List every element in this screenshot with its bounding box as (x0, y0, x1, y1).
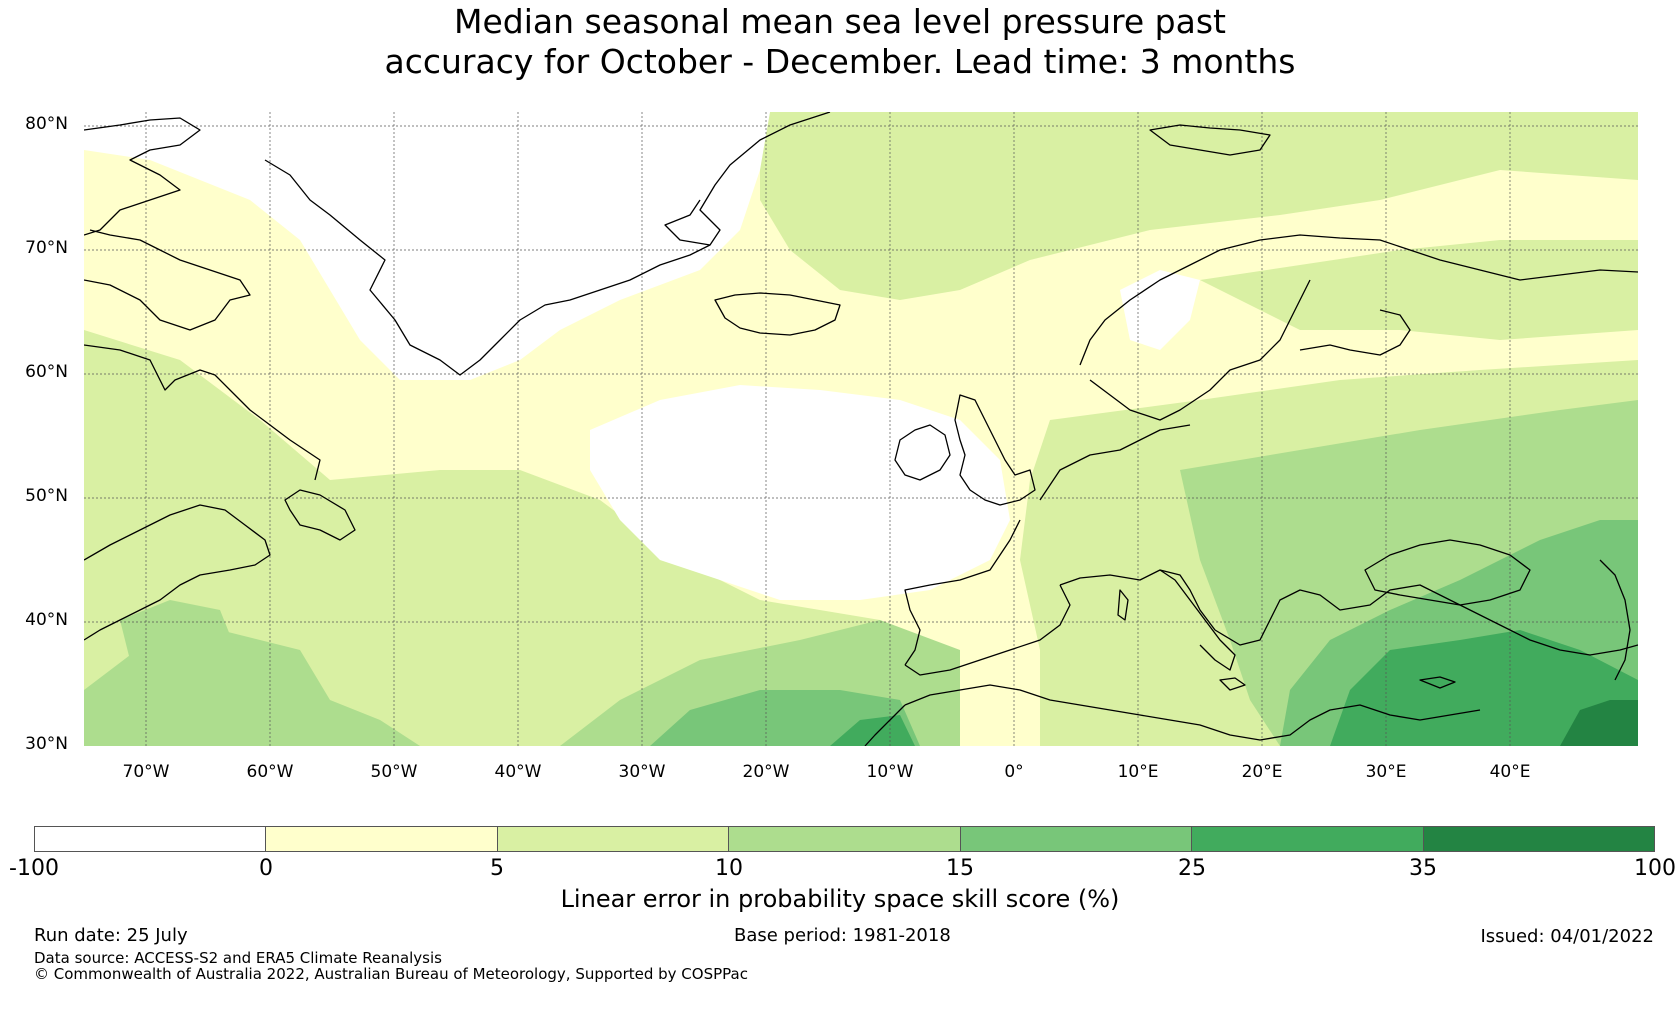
lon-label-20w: 20°W (742, 762, 790, 782)
lat-label-60n: 60°N (25, 362, 68, 382)
issued-date: Issued: 04/01/2022 (1480, 926, 1654, 947)
coast-europe-north (1039, 424, 1191, 501)
coast-gulf-stlawrence (84, 504, 271, 641)
colorbar-segment-2 (266, 827, 498, 851)
coast-black-sea (1364, 539, 1531, 606)
map-title-line-1: Median seasonal mean sea level pressure … (454, 2, 1226, 41)
coast-sicily (1219, 677, 1246, 691)
coast-quebec (84, 344, 321, 481)
coastlines (84, 112, 1638, 746)
data-source: Data source: ACCESS-S2 and ERA5 Climate … (34, 949, 442, 967)
lon-label-60w: 60°W (246, 762, 294, 782)
coast-africa-west (864, 704, 906, 746)
base-period: Base period: 1981-2018 (734, 925, 951, 946)
lon-label-10e: 10°E (1117, 762, 1159, 782)
coast-cyprus (1419, 676, 1456, 689)
coast-sweden-baltic (1089, 279, 1311, 421)
coast-finland (1299, 309, 1411, 356)
region-white-scandinavia (1120, 270, 1200, 350)
lat-label-70n: 70°N (25, 238, 68, 258)
colorbar-tick-15: 15 (946, 856, 974, 881)
colorbar-segment-4 (729, 827, 961, 851)
region-white-atlantic (590, 385, 1010, 600)
copyright-notice: © Commonwealth of Australia 2022, Austra… (34, 965, 748, 983)
map-title-line-2: accuracy for October - December. Lead ti… (384, 42, 1296, 81)
lon-label-40w: 40°W (494, 762, 542, 782)
colorbar-tick-100: 100 (1634, 856, 1676, 881)
colorbar-tick-25: 25 (1178, 856, 1206, 881)
coast-britain (954, 394, 1036, 506)
region-light-green-north (760, 112, 1638, 300)
coast-iceland (714, 292, 841, 336)
coast-caspian (1599, 559, 1631, 681)
coast-ireland (894, 424, 951, 481)
coast-africa-north (904, 684, 1481, 741)
lon-label-0: 0° (1004, 762, 1024, 782)
colorbar-segment-1 (35, 827, 267, 851)
colorbar-tick-10: 10 (715, 856, 743, 881)
lon-label-50w: 50°W (370, 762, 418, 782)
coast-labrador (84, 229, 251, 331)
coast-corsica (1117, 589, 1129, 621)
lat-label-30n: 30°N (25, 734, 68, 754)
lon-label-70w: 70°W (122, 762, 170, 782)
region-darkest-green-se (1560, 700, 1638, 746)
coast-europe-atlantic (904, 519, 1021, 666)
colorbar-tick-5: 5 (490, 856, 504, 881)
colorbar-segment-6 (1192, 827, 1424, 851)
coast-greenland-ne (664, 199, 711, 246)
lon-label-20e: 20°E (1241, 762, 1283, 782)
colorbar-segment-5 (960, 827, 1193, 851)
lon-label-30w: 30°W (618, 762, 666, 782)
map-title: Median seasonal mean sea level pressure … (0, 2, 1680, 82)
lon-label-40e: 40°E (1489, 762, 1531, 782)
coast-iberia (904, 584, 1071, 676)
colorbar-tick-35: 35 (1409, 856, 1437, 881)
colorbar (34, 826, 1655, 852)
coast-mediterranean-north (1059, 569, 1638, 656)
coast-norway (1079, 234, 1638, 366)
gridlines (84, 112, 1638, 746)
colorbar-tick-0: 0 (259, 856, 273, 881)
lat-label-80n: 80°N (25, 114, 68, 134)
coast-italy (1159, 569, 1236, 671)
region-white-greenland (84, 112, 770, 380)
coast-greenland (264, 112, 831, 376)
region-darker-green-levant (1330, 630, 1638, 746)
run-date: Run date: 25 July (34, 925, 188, 946)
lon-label-10w: 10°W (866, 762, 914, 782)
region-light-green-eurasia-north (1200, 240, 1638, 340)
lat-label-40n: 40°N (25, 610, 68, 630)
region-medium-green-labrador (120, 600, 240, 700)
colorbar-segment-3 (497, 827, 730, 851)
coast-newfoundland (284, 489, 356, 541)
skill-regions (84, 112, 1638, 746)
lat-label-50n: 50°N (25, 486, 68, 506)
coast-baffin (84, 117, 201, 236)
colorbar-tick-minus-100: -100 (9, 856, 59, 881)
region-light-green-west (84, 330, 930, 746)
colorbar-segment-7 (1423, 827, 1654, 851)
region-darker-green-sahara (830, 715, 915, 746)
coast-svalbard (1149, 124, 1271, 156)
colorbar-label: Linear error in probability space skill … (560, 885, 1120, 913)
lon-label-30e: 30°E (1365, 762, 1407, 782)
